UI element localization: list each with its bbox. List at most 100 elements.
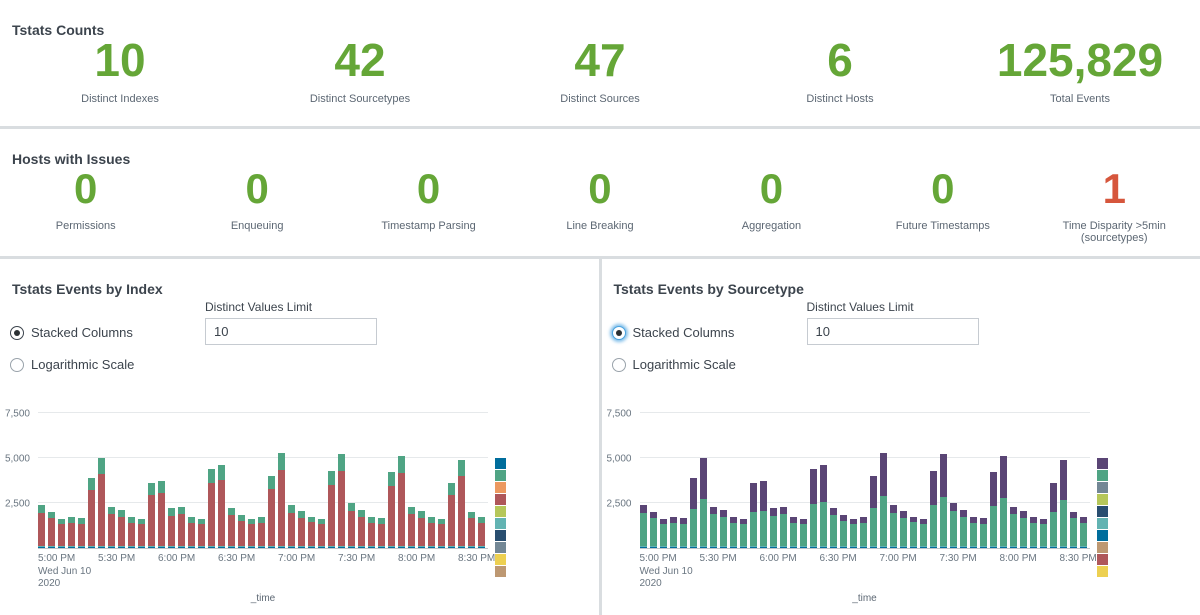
bar[interactable]	[408, 506, 415, 548]
legend-swatch[interactable]	[1096, 458, 1108, 469]
legend-swatch[interactable]	[1096, 566, 1108, 577]
legend-swatch[interactable]	[1096, 470, 1108, 481]
bar[interactable]	[999, 456, 1007, 548]
bar[interactable]	[779, 506, 787, 548]
bar[interactable]	[959, 510, 967, 548]
bar[interactable]	[438, 519, 445, 548]
bar[interactable]	[238, 514, 245, 548]
bar[interactable]	[1009, 506, 1017, 548]
bar[interactable]	[989, 472, 997, 548]
legend-swatch[interactable]	[1096, 530, 1108, 541]
bar[interactable]	[118, 510, 125, 548]
radio-logarithmic-scale[interactable]: Logarithmic Scale	[611, 357, 736, 372]
legend-swatch[interactable]	[1096, 494, 1108, 505]
bar[interactable]	[799, 519, 807, 548]
legend-swatch[interactable]	[495, 482, 506, 493]
bar[interactable]	[1069, 512, 1077, 548]
bar[interactable]	[679, 518, 687, 548]
bar[interactable]	[148, 483, 155, 548]
bar[interactable]	[158, 481, 165, 548]
bar[interactable]	[218, 465, 225, 548]
bar[interactable]	[278, 452, 285, 548]
legend-swatch[interactable]	[495, 566, 506, 577]
bar[interactable]	[789, 517, 797, 548]
bar[interactable]	[1059, 459, 1067, 548]
bar[interactable]	[719, 510, 727, 548]
legend-swatch[interactable]	[495, 542, 506, 553]
bar[interactable]	[318, 519, 325, 548]
bar[interactable]	[308, 516, 315, 548]
bar[interactable]	[839, 514, 847, 548]
legend-swatch[interactable]	[1096, 482, 1108, 493]
bar[interactable]	[739, 519, 747, 548]
bar[interactable]	[829, 507, 837, 548]
bar[interactable]	[38, 504, 45, 548]
bar[interactable]	[398, 456, 405, 548]
bar[interactable]	[949, 503, 957, 548]
radio-logarithmic-scale[interactable]: Logarithmic Scale	[10, 357, 134, 372]
bar[interactable]	[78, 518, 85, 548]
legend-swatch[interactable]	[1096, 506, 1108, 517]
bar[interactable]	[208, 468, 215, 548]
bar[interactable]	[649, 512, 657, 548]
bar[interactable]	[88, 477, 95, 548]
bar[interactable]	[418, 511, 425, 548]
bar[interactable]	[338, 454, 345, 548]
bar[interactable]	[919, 519, 927, 548]
distinct-values-limit-input[interactable]	[205, 318, 377, 345]
bar[interactable]	[358, 510, 365, 548]
bar[interactable]	[869, 476, 877, 548]
bar[interactable]	[448, 483, 455, 548]
bar[interactable]	[368, 517, 375, 548]
bar[interactable]	[1049, 483, 1057, 548]
bar[interactable]	[428, 517, 435, 548]
legend-swatch[interactable]	[495, 518, 506, 529]
bar[interactable]	[298, 511, 305, 548]
bar[interactable]	[769, 508, 777, 548]
bar[interactable]	[669, 517, 677, 548]
bar[interactable]	[168, 508, 175, 548]
bar[interactable]	[929, 470, 937, 548]
bar[interactable]	[188, 517, 195, 548]
bar[interactable]	[689, 477, 697, 548]
bar[interactable]	[1019, 511, 1027, 548]
bar[interactable]	[48, 512, 55, 548]
bar[interactable]	[899, 511, 907, 548]
bar[interactable]	[478, 517, 485, 548]
legend-swatch[interactable]	[495, 554, 506, 565]
bar[interactable]	[699, 458, 707, 548]
bar[interactable]	[819, 465, 827, 548]
legend-swatch[interactable]	[495, 506, 506, 517]
bar[interactable]	[659, 519, 667, 548]
bar[interactable]	[268, 476, 275, 548]
distinct-values-limit-input[interactable]	[806, 318, 979, 345]
bar[interactable]	[749, 483, 757, 548]
legend-swatch[interactable]	[495, 458, 506, 469]
bar[interactable]	[458, 459, 465, 548]
bar[interactable]	[909, 516, 917, 548]
bar[interactable]	[639, 504, 647, 548]
bar[interactable]	[348, 503, 355, 548]
bar[interactable]	[248, 519, 255, 548]
bar[interactable]	[859, 517, 867, 548]
bar[interactable]	[178, 506, 185, 548]
bar[interactable]	[378, 518, 385, 548]
bar[interactable]	[258, 517, 265, 548]
legend-swatch[interactable]	[495, 494, 506, 505]
legend-swatch[interactable]	[495, 470, 506, 481]
legend-swatch[interactable]	[1096, 542, 1108, 553]
legend-swatch[interactable]	[495, 530, 506, 541]
bar[interactable]	[98, 458, 105, 548]
bar[interactable]	[969, 517, 977, 548]
bar[interactable]	[228, 507, 235, 548]
bar[interactable]	[1079, 517, 1087, 548]
bar[interactable]	[759, 481, 767, 548]
radio-stacked-columns[interactable]: Stacked Columns	[611, 325, 734, 340]
bar[interactable]	[388, 472, 395, 548]
bar[interactable]	[979, 518, 987, 548]
bar[interactable]	[809, 468, 817, 548]
bar[interactable]	[108, 506, 115, 548]
bar[interactable]	[849, 519, 857, 548]
bar[interactable]	[709, 506, 717, 548]
bar[interactable]	[889, 504, 897, 548]
